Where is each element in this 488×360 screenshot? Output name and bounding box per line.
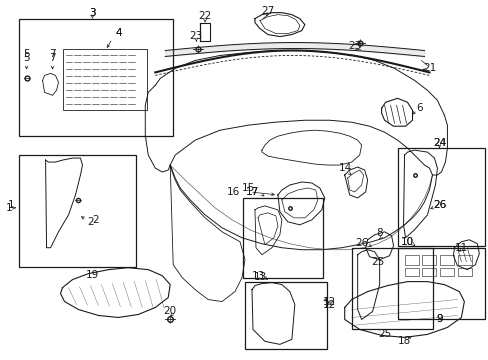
- Text: 1: 1: [7, 200, 14, 210]
- Text: 15: 15: [241, 183, 254, 193]
- Text: 17: 17: [245, 187, 258, 197]
- Text: 11: 11: [454, 243, 467, 253]
- Text: 10: 10: [400, 237, 413, 247]
- Text: 7: 7: [49, 54, 56, 63]
- Bar: [422, 255, 436, 265]
- Bar: [457, 268, 471, 276]
- Text: 21: 21: [422, 63, 435, 73]
- Text: 9: 9: [435, 314, 442, 324]
- Bar: [62, 49, 147, 110]
- Bar: [19, 155, 136, 267]
- Text: 3: 3: [89, 8, 96, 18]
- Text: 5: 5: [23, 49, 30, 59]
- Text: 25: 25: [370, 257, 384, 267]
- Text: 2: 2: [92, 215, 99, 225]
- Bar: [422, 268, 436, 276]
- Text: 24: 24: [432, 138, 445, 148]
- Text: 23: 23: [189, 31, 203, 41]
- Text: 6: 6: [415, 103, 422, 113]
- Text: 1: 1: [5, 203, 12, 213]
- Text: 14: 14: [338, 163, 352, 173]
- Bar: [457, 255, 471, 265]
- Text: 3: 3: [89, 8, 96, 18]
- Text: 12: 12: [323, 300, 336, 310]
- Text: 2: 2: [87, 217, 94, 227]
- Bar: [351, 248, 432, 329]
- Text: 13: 13: [253, 272, 266, 282]
- Text: 25: 25: [377, 329, 390, 339]
- Bar: [440, 268, 453, 276]
- Text: 4: 4: [115, 28, 122, 37]
- Text: 20: 20: [163, 306, 177, 316]
- Text: 23: 23: [347, 41, 361, 50]
- Text: 9: 9: [435, 314, 442, 324]
- Bar: [19, 19, 173, 136]
- Text: 8: 8: [376, 228, 382, 238]
- Bar: [440, 255, 453, 265]
- Text: 22: 22: [198, 11, 211, 21]
- Text: 4: 4: [115, 28, 122, 37]
- Text: 12: 12: [323, 297, 336, 306]
- Bar: [244, 282, 326, 349]
- Bar: [397, 148, 484, 246]
- Text: 26: 26: [432, 200, 445, 210]
- Text: 7: 7: [49, 49, 56, 59]
- Bar: [404, 255, 418, 265]
- Text: 16: 16: [226, 187, 239, 197]
- Text: 13: 13: [251, 271, 264, 281]
- Text: 17: 17: [245, 187, 258, 197]
- Text: 18: 18: [397, 336, 410, 346]
- Text: 10: 10: [400, 237, 413, 247]
- Text: 26: 26: [354, 238, 367, 248]
- Bar: [397, 248, 484, 319]
- Bar: [404, 268, 418, 276]
- Text: 24: 24: [432, 138, 445, 148]
- Text: 19: 19: [85, 270, 99, 280]
- Text: 26: 26: [432, 200, 445, 210]
- Text: 27: 27: [261, 6, 274, 15]
- Bar: [243, 198, 322, 278]
- Text: 5: 5: [23, 54, 30, 63]
